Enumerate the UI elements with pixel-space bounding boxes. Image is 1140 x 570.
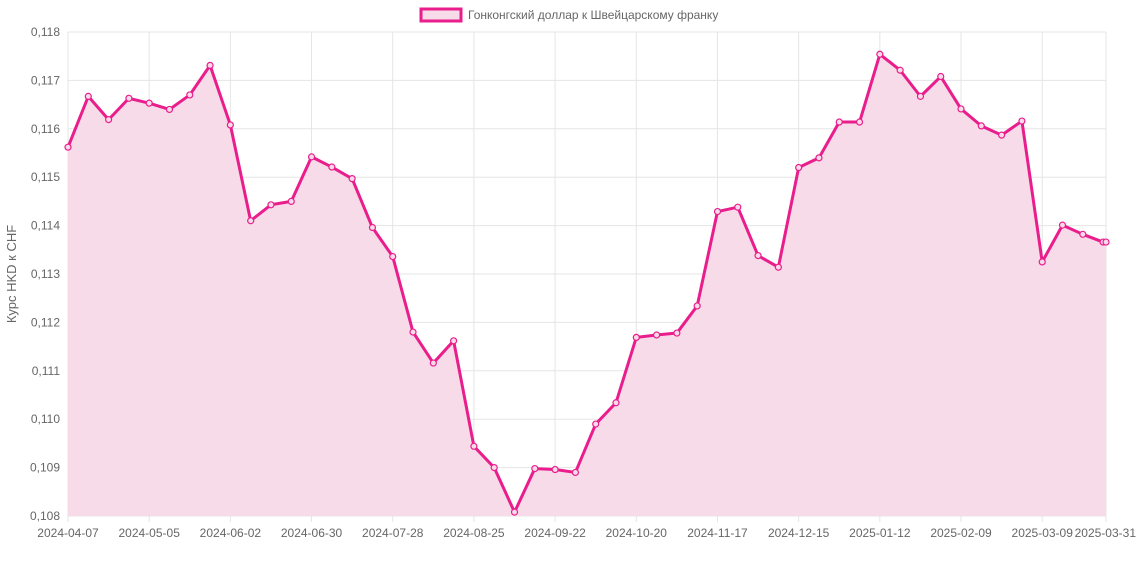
data-point[interactable] [1102,238,1110,246]
y-tick-label: 0,117 [31,73,60,87]
y-tick-label: 0,108 [30,509,60,523]
data-point[interactable] [571,468,580,477]
x-tick-label: 2024-11-17 [687,526,748,540]
legend-label[interactable]: Гонконгский доллар к Швейцарскому франку [468,8,718,22]
data-point[interactable] [470,442,478,450]
data-point[interactable] [450,337,458,345]
y-tick-label: 0,114 [31,219,60,233]
y-tick-label: 0,115 [31,170,60,184]
data-point[interactable] [957,105,965,113]
data-points-layer [64,50,1110,516]
x-tick-label: 2025-03-09 [1012,526,1074,540]
data-point[interactable] [226,121,234,129]
data-point[interactable] [64,143,72,151]
x-tick-label: 2024-06-30 [281,526,343,540]
data-point[interactable] [186,91,194,99]
data-point[interactable] [510,508,519,516]
data-point[interactable] [998,131,1006,139]
data-point[interactable] [612,399,620,407]
data-point[interactable] [673,329,681,337]
x-tick-label: 2024-06-02 [200,526,262,540]
data-point[interactable] [287,197,295,205]
data-point[interactable] [713,207,722,216]
x-tick-label: 2024-05-05 [118,526,180,540]
data-point[interactable] [693,302,701,310]
x-tick-label: 2024-08-25 [443,526,505,540]
y-tick-label: 0,112 [31,315,60,329]
data-point[interactable] [876,50,884,58]
data-point[interactable] [1038,258,1046,266]
legend-swatch[interactable] [419,7,463,23]
data-point[interactable] [896,66,904,74]
legend[interactable]: Гонконгский доллар к Швейцарскому франку [419,7,718,23]
data-point[interactable] [795,163,803,172]
x-tick-label: 2024-12-15 [768,526,830,540]
data-point[interactable] [977,122,985,130]
data-point[interactable] [145,99,153,107]
data-point[interactable] [490,464,498,472]
y-axis-title: Курс HKD к CHF [4,225,19,323]
x-tick-label: 2025-02-09 [930,526,992,540]
data-point[interactable] [307,153,316,161]
data-point[interactable] [774,263,782,271]
area-fill-layer [68,54,1106,516]
data-point[interactable] [652,331,661,339]
x-tick-label: 2024-10-20 [606,526,668,540]
x-tick-label: 2025-03-31 [1075,526,1137,540]
data-point[interactable] [1018,117,1026,125]
y-axis-ticks: 0,108 0,109 0,110 0,111 0,112 0,113 0,114 0,115… [30,25,60,523]
data-point[interactable] [551,465,559,474]
data-point[interactable] [855,118,864,126]
y-tick-label: 0,118 [31,25,60,39]
data-point[interactable] [916,92,925,100]
data-point[interactable] [328,163,336,171]
data-point[interactable] [734,203,742,211]
data-point[interactable] [1058,221,1067,229]
data-point[interactable] [84,92,92,100]
data-point[interactable] [815,154,823,162]
data-point[interactable] [531,464,539,473]
data-point[interactable] [592,420,600,428]
x-tick-label: 2024-09-22 [524,526,586,540]
y-tick-label: 0,116 [31,122,60,136]
data-point[interactable] [104,116,113,124]
data-point[interactable] [1079,230,1087,238]
data-point[interactable] [125,94,133,102]
data-point[interactable] [247,217,255,225]
data-point[interactable] [267,201,275,209]
data-point[interactable] [835,118,843,126]
data-point[interactable] [348,175,356,183]
data-point[interactable] [368,223,377,232]
x-tick-label: 2024-04-07 [37,526,99,540]
series-area-fill [68,54,1106,516]
data-point[interactable] [206,61,214,69]
data-point[interactable] [754,252,762,260]
data-point[interactable] [165,105,174,114]
y-tick-label: 0,109 [30,461,60,475]
data-point[interactable] [937,72,945,81]
data-point[interactable] [389,252,397,261]
y-tick-label: 0,110 [31,412,60,426]
y-tick-label: 0,111 [32,364,61,378]
x-tick-label: 2024-07-28 [362,526,424,540]
data-point[interactable] [632,333,640,342]
y-tick-label: 0,113 [31,267,60,281]
x-axis-ticks: 2024-04-07 2024-05-05 2024-06-02 2024-06-30… [37,526,1136,540]
x-tick-label: 2025-01-12 [849,526,911,540]
data-point[interactable] [409,328,417,336]
data-point[interactable] [429,359,437,367]
